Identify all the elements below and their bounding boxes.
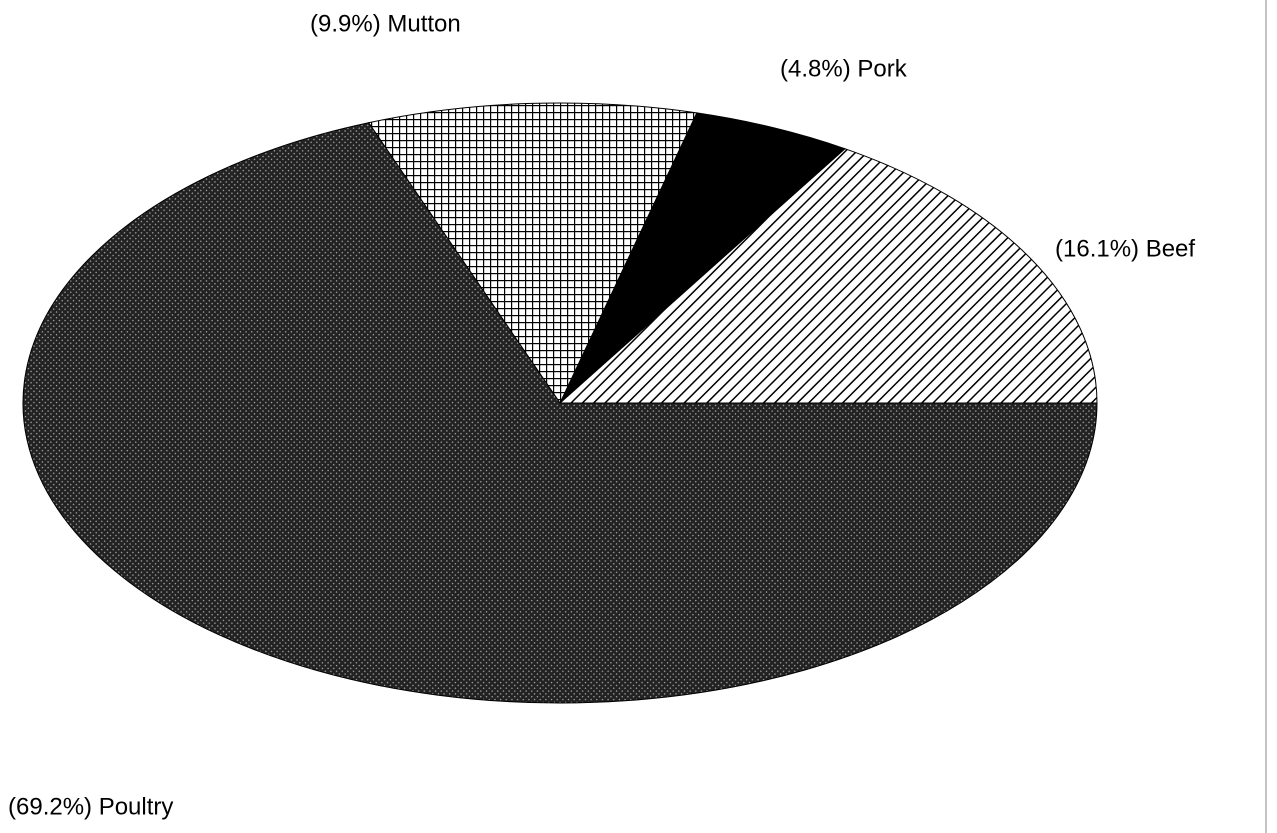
pie-slice [558, 148, 1098, 404]
pie-slice [22, 122, 1098, 704]
slice-label: (9.9%) Mutton [310, 10, 461, 37]
pie-slice [559, 112, 846, 404]
pie-slice [367, 102, 698, 405]
slice-label: (69.2%) Poultry [8, 793, 173, 820]
slice-label: (4.8%) Pork [780, 55, 908, 82]
slice-label: (16.1%) Beef [1055, 235, 1195, 262]
